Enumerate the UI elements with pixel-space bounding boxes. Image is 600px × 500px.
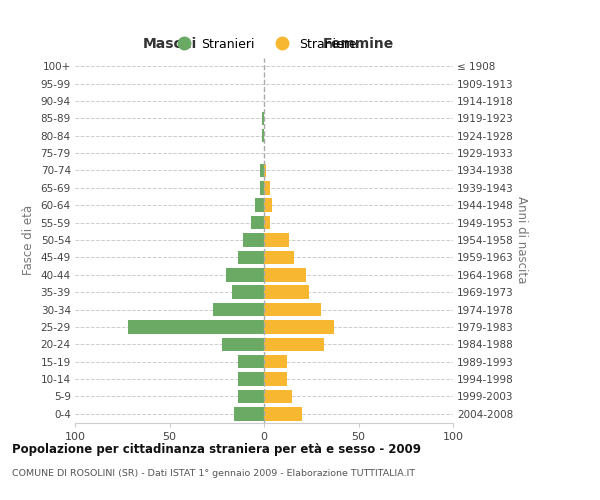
Bar — [264, 268, 305, 281]
Bar — [238, 390, 264, 403]
Legend: Stranieri, Straniere: Stranieri, Straniere — [166, 32, 362, 56]
Bar — [264, 302, 320, 316]
Bar — [128, 320, 264, 334]
Bar — [264, 320, 334, 334]
Bar — [264, 164, 266, 177]
Bar — [264, 338, 325, 351]
Bar — [232, 286, 264, 299]
Bar — [238, 372, 264, 386]
Bar — [264, 390, 292, 403]
Y-axis label: Fasce di età: Fasce di età — [22, 205, 35, 275]
Y-axis label: Anni di nascita: Anni di nascita — [515, 196, 528, 284]
Bar — [264, 233, 289, 247]
Text: Maschi: Maschi — [142, 36, 197, 51]
Text: Popolazione per cittadinanza straniera per età e sesso - 2009: Popolazione per cittadinanza straniera p… — [12, 442, 421, 456]
Text: Femmine: Femmine — [323, 36, 394, 51]
Bar — [264, 407, 302, 420]
Bar — [213, 302, 264, 316]
Bar — [243, 233, 264, 247]
Bar — [264, 355, 287, 368]
Bar — [260, 164, 264, 177]
Bar — [226, 268, 264, 281]
Bar — [264, 286, 310, 299]
Bar — [264, 372, 287, 386]
Bar — [264, 198, 272, 212]
Bar — [251, 216, 264, 230]
Bar — [262, 112, 264, 125]
Text: COMUNE DI ROSOLINI (SR) - Dati ISTAT 1° gennaio 2009 - Elaborazione TUTTITALIA.I: COMUNE DI ROSOLINI (SR) - Dati ISTAT 1° … — [12, 469, 415, 478]
Bar — [238, 355, 264, 368]
Bar — [260, 181, 264, 194]
Bar — [234, 407, 264, 420]
Bar — [238, 250, 264, 264]
Bar — [223, 338, 264, 351]
Bar — [264, 216, 269, 230]
Bar — [262, 129, 264, 142]
Bar — [254, 198, 264, 212]
Bar — [264, 181, 269, 194]
Bar — [264, 250, 294, 264]
